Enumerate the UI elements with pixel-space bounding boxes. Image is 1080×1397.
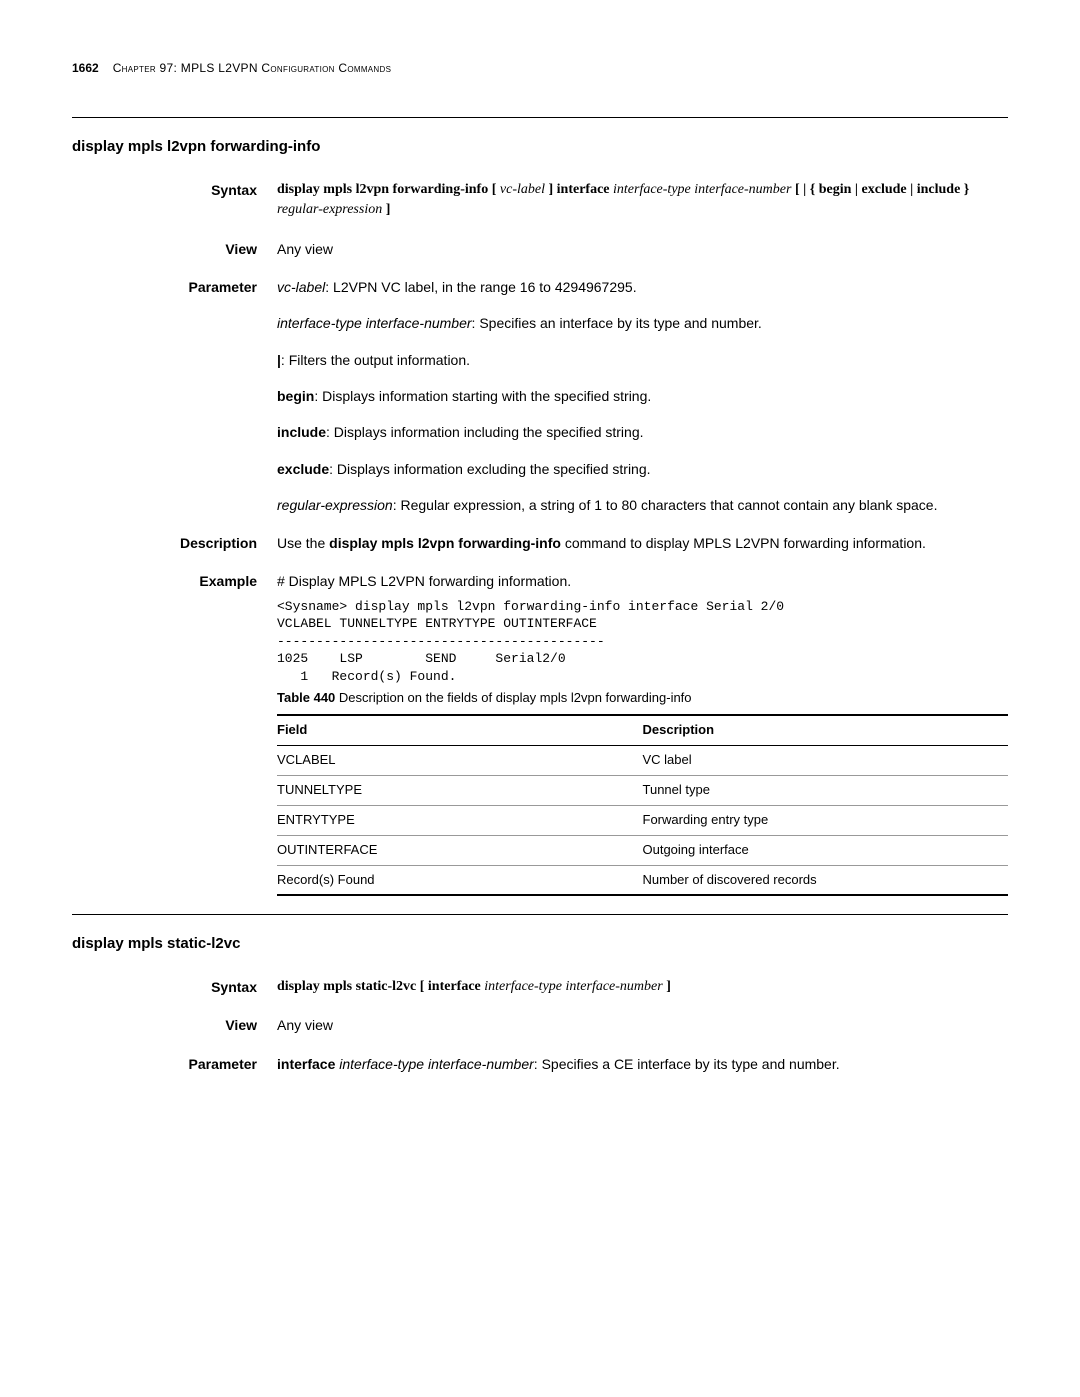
- view-content: Any view: [277, 239, 1008, 259]
- example-content: # Display MPLS L2VPN forwarding informat…: [277, 571, 1008, 896]
- section-title: display mpls static-l2vc: [72, 933, 1008, 955]
- parameter-row: Parameter vc-label: L2VPN VC label, in t…: [72, 277, 1008, 515]
- page-header: 1662 Chapter 97: MPLS L2VPN Configuratio…: [72, 60, 1008, 77]
- view-content: Any view: [277, 1015, 1008, 1035]
- example-code: <Sysname> display mpls l2vpn forwarding-…: [277, 598, 1008, 686]
- table-row: VCLABEL VC label: [277, 746, 1008, 776]
- table-row: Record(s) Found Number of discovered rec…: [277, 865, 1008, 895]
- parameter-content: vc-label: L2VPN VC label, in the range 1…: [277, 277, 1008, 515]
- table-row: TUNNELTYPE Tunnel type: [277, 775, 1008, 805]
- syntax-content: display mpls l2vpn forwarding-info [ vc-…: [277, 180, 1008, 221]
- section-title: display mpls l2vpn forwarding-info: [72, 136, 1008, 158]
- parameter-label: Parameter: [72, 1054, 277, 1074]
- syntax-label: Syntax: [72, 977, 277, 997]
- table-head-description: Description: [643, 715, 1009, 745]
- example-row: Example # Display MPLS L2VPN forwarding …: [72, 571, 1008, 896]
- syntax-row: Syntax display mpls static-l2vc [ interf…: [72, 977, 1008, 997]
- table-caption: Table 440 Description on the fields of d…: [277, 689, 1008, 708]
- table-row: ENTRYTYPE Forwarding entry type: [277, 805, 1008, 835]
- parameter-content: interface interface-type interface-numbe…: [277, 1054, 1008, 1074]
- table-head-field: Field: [277, 715, 643, 745]
- syntax-label: Syntax: [72, 180, 277, 221]
- description-label: Description: [72, 533, 277, 553]
- chapter-title: Chapter 97: MPLS L2VPN Configuration Com…: [113, 60, 392, 77]
- parameter-row: Parameter interface interface-type inter…: [72, 1054, 1008, 1074]
- description-row: Description Use the display mpls l2vpn f…: [72, 533, 1008, 553]
- page-number: 1662: [72, 60, 99, 77]
- example-intro: # Display MPLS L2VPN forwarding informat…: [277, 571, 1008, 591]
- table-row: OUTINTERFACE Outgoing interface: [277, 835, 1008, 865]
- description-content: Use the display mpls l2vpn forwarding-in…: [277, 533, 1008, 553]
- syntax-content: display mpls static-l2vc [ interface int…: [277, 977, 1008, 997]
- view-label: View: [72, 239, 277, 259]
- parameter-label: Parameter: [72, 277, 277, 515]
- syntax-row: Syntax display mpls l2vpn forwarding-inf…: [72, 180, 1008, 221]
- view-label: View: [72, 1015, 277, 1035]
- view-row: View Any view: [72, 1015, 1008, 1035]
- divider: [72, 914, 1008, 915]
- view-row: View Any view: [72, 239, 1008, 259]
- fields-table: Field Description VCLABEL VC label TUNNE…: [277, 714, 1008, 896]
- example-label: Example: [72, 571, 277, 896]
- divider: [72, 117, 1008, 118]
